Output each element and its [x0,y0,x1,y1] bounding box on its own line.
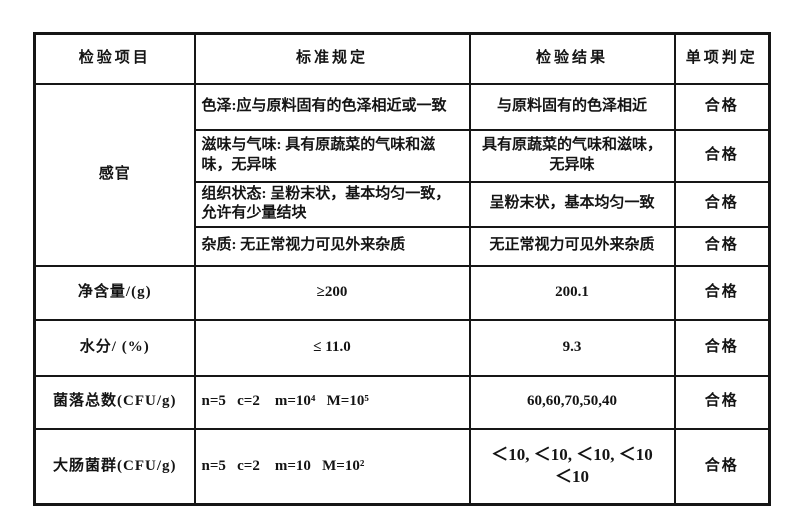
verdict-cell-moisture: 合格 [673,318,771,377]
verdict-cell-total-plate-count: 合格 [673,374,771,430]
item-cell-sensory: 感官 [33,82,196,267]
table-row-coliform: 大肠菌群(CFU/g) n=5 c=2 m=10 M=10² ＜10, ＜10,… [33,427,771,506]
header-inspection-item: 检验项目 [33,32,196,85]
header-inspection-result: 检验结果 [468,32,676,85]
result-cell-texture: 呈粉末状，基本均匀一致 [468,180,676,228]
item-cell-net-content: 净含量/(g) [33,264,196,321]
result-cell-coliform: ＜10, ＜10, ＜10, ＜10 ＜10 [468,427,676,506]
table-row-sensory-texture: 组织状态: 呈粉末状，基本均匀一致，允许有少量结块 呈粉末状，基本均匀一致 合格 [35,180,771,228]
verdict-cell-taste-odor: 合格 [673,128,771,183]
table-row-moisture: 水分/ (%) ≤ 11.0 9.3 合格 [33,318,771,377]
table-row-sensory-taste-odor: 滋味与气味: 具有原蔬菜的气味和滋味，无异味 具有原蔬菜的气味和滋味， 无异味 … [35,128,771,183]
standard-cell-total-plate-count: n=5 c=2 m=10⁴ M=10⁵ [193,374,471,430]
result-cell-net-content: 200.1 [468,264,676,321]
table-row-sensory-impurities: 杂质: 无正常视力可见外来杂质 无正常视力可见外来杂质 合格 [35,225,771,267]
header-standard-requirement: 标准规定 [193,32,471,85]
standard-cell-coliform: n=5 c=2 m=10 M=10² [193,427,471,506]
verdict-cell-texture: 合格 [673,180,771,228]
verdict-cell-impurities: 合格 [673,225,771,267]
standard-cell-color: 色泽:应与原料固有的色泽相近或一致 [193,82,471,131]
standard-cell-moisture: ≤ 11.0 [193,318,471,377]
result-cell-impurities: 无正常视力可见外来杂质 [468,225,676,267]
table-row-sensory-color: 感官 色泽:应与原料固有的色泽相近或一致 与原料固有的色泽相近 合格 [33,82,771,267]
inspection-results-table: 检验项目 标准规定 检验结果 单项判定 感官 色泽:应与原料固有的色泽相近或一致… [33,32,771,506]
item-cell-coliform: 大肠菌群(CFU/g) [33,427,196,506]
header-item-judgment: 单项判定 [673,32,771,85]
table-row-total-plate-count: 菌落总数(CFU/g) n=5 c=2 m=10⁴ M=10⁵ 60,60,70… [33,374,771,430]
verdict-cell-color: 合格 [673,82,771,131]
verdict-cell-net-content: 合格 [673,264,771,321]
standard-cell-texture: 组织状态: 呈粉末状，基本均匀一致，允许有少量结块 [193,180,471,228]
standard-cell-net-content: ≥200 [193,264,471,321]
table-header-row: 检验项目 标准规定 检验结果 单项判定 [33,32,771,85]
item-cell-total-plate-count: 菌落总数(CFU/g) [33,374,196,430]
result-cell-taste-odor: 具有原蔬菜的气味和滋味， 无异味 [468,128,676,183]
verdict-cell-coliform: 合格 [673,427,771,506]
table-row-net-content: 净含量/(g) ≥200 200.1 合格 [33,264,771,321]
result-cell-color: 与原料固有的色泽相近 [468,82,676,131]
item-cell-moisture: 水分/ (%) [33,318,196,377]
result-cell-total-plate-count: 60,60,70,50,40 [468,374,676,430]
standard-cell-taste-odor: 滋味与气味: 具有原蔬菜的气味和滋味，无异味 [193,128,471,183]
standard-cell-impurities: 杂质: 无正常视力可见外来杂质 [193,225,471,267]
result-cell-moisture: 9.3 [468,318,676,377]
